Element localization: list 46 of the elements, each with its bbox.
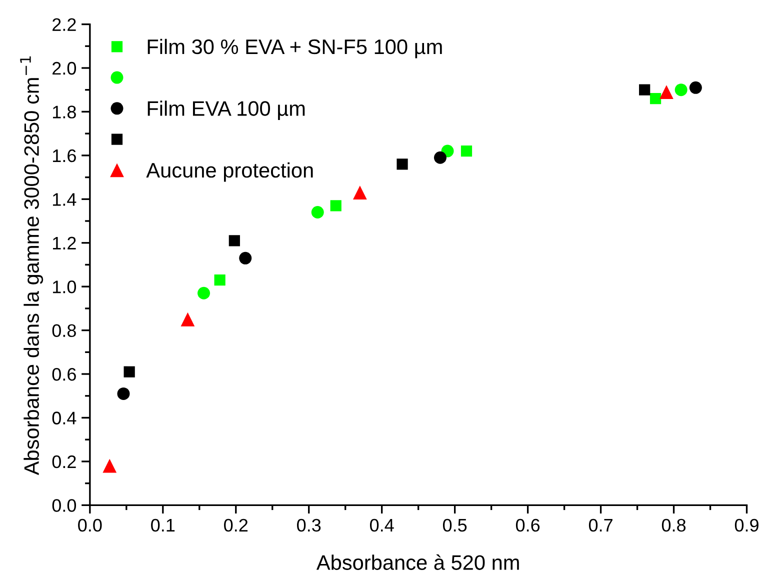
point — [650, 93, 662, 104]
x-tick-label: 0.9 — [734, 518, 758, 532]
point — [396, 158, 408, 170]
point — [639, 84, 650, 96]
legend-label: Film EVA 100 µm — [148, 100, 305, 120]
point — [689, 81, 702, 94]
x-tick-label: 0.2 — [224, 518, 248, 532]
y-tick-label: 1.8 — [53, 106, 76, 118]
x-tick-label: 0.4 — [370, 518, 394, 532]
y-tick-label: 1.4 — [53, 193, 76, 206]
x-tick-label: 0.1 — [151, 518, 175, 532]
point — [330, 200, 342, 212]
y-tick-label: 0.4 — [52, 412, 76, 424]
y-tick-label: 0.6 — [52, 368, 76, 381]
y-tick-label: 1.2 — [53, 236, 76, 250]
y-tick-label: 1.6 — [53, 149, 76, 162]
point — [198, 286, 210, 300]
x-axis-title: Absorbance à 520 nm — [316, 554, 519, 570]
y-axis-title: Absorbance dans la gamme 3000-2850 cm$^{−1}$ — [20, 56, 44, 476]
x-tick-label: 0.7 — [588, 518, 612, 532]
x-tick-label: 0.6 — [516, 518, 540, 532]
point — [239, 252, 252, 264]
x-tick-label: 0.0 — [78, 518, 102, 532]
y-tick-label: 0.0 — [52, 499, 76, 512]
point — [460, 146, 472, 157]
y-tick-label: 0.8 — [52, 324, 76, 338]
point — [117, 387, 130, 400]
y-tick-label: 2.0 — [52, 62, 76, 75]
point — [214, 274, 226, 286]
y-tick-label: 0.2 — [52, 455, 76, 468]
point — [180, 312, 195, 326]
x-tick-label: 0.5 — [442, 518, 467, 532]
point — [102, 458, 117, 473]
point — [353, 186, 367, 200]
y-tick-label: 1.0 — [53, 280, 76, 294]
point — [228, 235, 240, 246]
point — [311, 206, 324, 219]
point — [674, 84, 688, 96]
legend-label: Film 30 % EVA + SN-F5 100 µm — [148, 38, 442, 58]
point — [660, 85, 674, 99]
legend-label: Aucune protection — [146, 162, 313, 182]
point — [124, 366, 135, 378]
x-tick-label: 0.3 — [297, 518, 321, 532]
point — [434, 151, 446, 164]
x-tick-label: 0.8 — [662, 518, 686, 532]
y-tick-label: 2.2 — [52, 18, 76, 31]
